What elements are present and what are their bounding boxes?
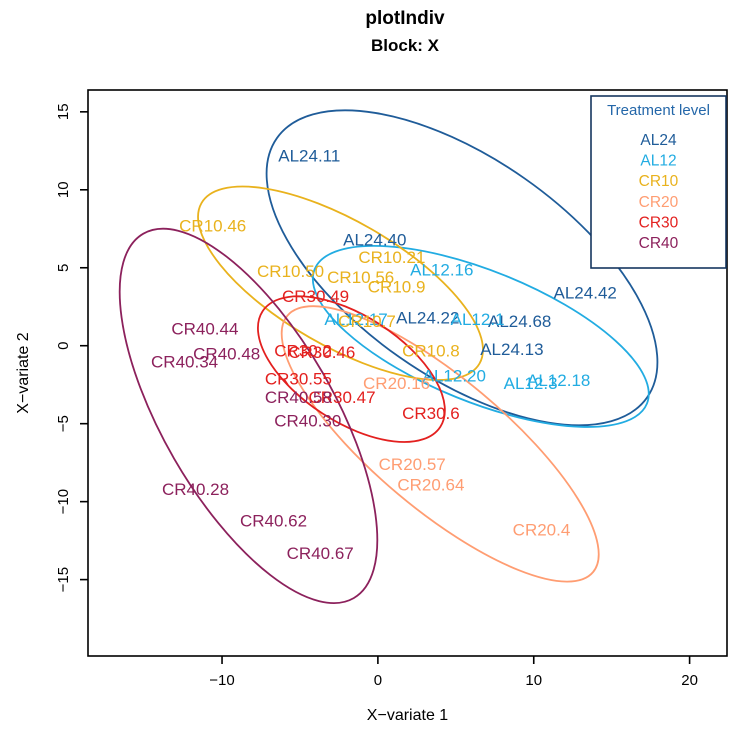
sample-label-AL24.40: AL24.40 — [343, 231, 406, 250]
legend-entry-AL24: AL24 — [640, 132, 677, 149]
confidence-ellipse-CR20 — [280, 305, 600, 583]
sample-label-CR40.58: CR40.58 — [265, 388, 332, 407]
sample-label-CR20.64: CR20.64 — [397, 476, 464, 495]
legend-entry-CR20: CR20 — [639, 194, 679, 211]
sample-label-AL24.13: AL24.13 — [480, 340, 543, 359]
sample-label-CR40.62: CR40.62 — [240, 511, 307, 530]
sample-label-AL12.17: AL12.17 — [324, 310, 387, 329]
plot-border — [87, 89, 728, 657]
sample-label-AL12.18: AL12.18 — [527, 371, 590, 390]
x-tick-label: −10 — [209, 672, 234, 689]
sample-label-AL24.42: AL24.42 — [554, 284, 617, 303]
x-tick-label: 10 — [525, 672, 542, 689]
sample-label-AL24.11: AL24.11 — [278, 147, 340, 166]
chart-subtitle: Block: X — [370, 36, 440, 55]
sample-label-CR10.46: CR10.46 — [179, 217, 246, 236]
sample-label-CR10.8: CR10.8 — [402, 341, 460, 360]
chart-title: plotIndiv — [365, 8, 445, 29]
x-tick-label: 0 — [374, 672, 382, 689]
sample-label-CR30.55: CR30.55 — [265, 370, 332, 389]
y-tick-label: 5 — [55, 264, 72, 272]
y-tick-label: −10 — [55, 489, 72, 514]
legend-entry-CR10: CR10 — [639, 173, 679, 190]
sample-label-AL12.16: AL12.16 — [410, 260, 473, 279]
sample-label-CR30.6: CR30.6 — [402, 404, 460, 423]
y-tick-label: 15 — [55, 103, 72, 120]
sample-label-AL12.3: AL12.3 — [504, 374, 558, 393]
legend-entry-AL12: AL12 — [640, 153, 676, 170]
sample-label-CR30.2: CR30.2 — [274, 341, 332, 360]
sample-label-CR20.16: CR20.16 — [363, 374, 430, 393]
y-tick-label: 10 — [55, 181, 72, 198]
sample-label-CR40.44: CR40.44 — [171, 320, 238, 339]
confidence-ellipse-CR10 — [197, 185, 484, 381]
sample-label-CR40.28: CR40.28 — [162, 480, 229, 499]
sample-label-CR40.30: CR40.30 — [274, 412, 341, 431]
legend-title: Treatment level — [607, 102, 710, 119]
sample-label-CR10.9: CR10.9 — [368, 278, 426, 297]
x-tick-label: 20 — [681, 672, 698, 689]
y-tick-label: 0 — [55, 342, 72, 350]
confidence-ellipse-CR30 — [257, 295, 446, 443]
y-tick-label: −5 — [55, 415, 72, 432]
sample-label-CR10.56: CR10.56 — [327, 268, 394, 287]
y-tick-label: −15 — [55, 567, 72, 592]
sample-label-CR10.21: CR10.21 — [358, 248, 425, 267]
sample-label-CR20.4: CR20.4 — [513, 521, 571, 540]
confidence-ellipse-CR40 — [118, 227, 379, 604]
sample-label-CR40.48: CR40.48 — [193, 345, 260, 364]
sample-label-CR40.34: CR40.34 — [151, 352, 218, 371]
sample-label-CR30.49: CR30.49 — [282, 287, 349, 306]
legend-entry-CR30: CR30 — [639, 214, 679, 231]
sample-label-CR20.57: CR20.57 — [379, 455, 446, 474]
y-axis-label: X−variate 2 — [15, 332, 32, 413]
sample-label-CR10.50: CR10.50 — [257, 262, 324, 281]
x-axis-label: X−variate 1 — [367, 707, 448, 724]
legend-box — [590, 95, 727, 269]
confidence-ellipse-AL12 — [311, 244, 650, 428]
sample-label-CR40.67: CR40.67 — [287, 544, 354, 563]
confidence-ellipse-AL24 — [265, 109, 659, 427]
sample-label-CR10.7: CR10.7 — [338, 312, 396, 331]
sample-label-CR30.47: CR30.47 — [308, 388, 375, 407]
legend-entry-CR40: CR40 — [639, 235, 679, 252]
sample-label-AL12.20: AL12.20 — [423, 366, 486, 385]
sample-label-AL24.68: AL24.68 — [488, 312, 551, 331]
sample-label-AL12.1: AL12.1 — [451, 310, 505, 329]
sample-label-AL24.22: AL24.22 — [396, 309, 459, 328]
sample-label-CR30.46: CR30.46 — [288, 343, 355, 362]
